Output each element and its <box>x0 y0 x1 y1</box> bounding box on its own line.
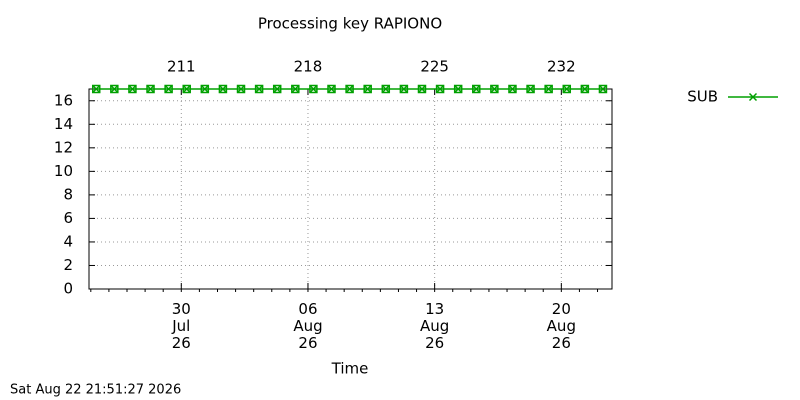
legend-label: SUB <box>687 88 718 106</box>
y-tick-label: 12 <box>54 138 73 156</box>
chart-title: Processing key RAPIONO <box>258 15 442 33</box>
point-marker <box>309 84 318 94</box>
plot-frame <box>88 88 613 290</box>
point-marker <box>254 84 264 94</box>
point-marker <box>236 84 246 94</box>
point-marker <box>544 84 553 94</box>
y-tick-label: 14 <box>54 115 73 133</box>
point-marker <box>327 84 336 94</box>
footer: Sat Aug 22 21:51:27 2026 <box>10 383 181 398</box>
point-marker <box>91 84 101 94</box>
point-marker <box>164 84 173 94</box>
point-marker <box>146 84 155 94</box>
x2-tick-label: 218 <box>294 58 323 76</box>
point-marker <box>508 84 517 94</box>
point-marker <box>562 84 572 94</box>
point-marker <box>472 84 481 94</box>
x2-tick-label: 225 <box>420 58 449 76</box>
x2-tick-label: 211 <box>167 58 196 76</box>
point-marker <box>291 84 300 94</box>
point-marker <box>453 84 463 94</box>
point-marker <box>435 84 445 94</box>
point-marker <box>218 84 228 94</box>
point-marker <box>345 84 354 94</box>
point-marker <box>128 84 137 94</box>
point-marker <box>580 84 590 94</box>
y-tick-label: 4 <box>63 232 73 250</box>
y-tick-label: 6 <box>63 209 73 227</box>
point-marker <box>363 84 372 94</box>
legend-marker <box>748 92 758 102</box>
y-tick-label: 10 <box>54 162 73 180</box>
point-marker <box>381 84 391 94</box>
x-tick-label: 30 Jul 26 <box>171 300 191 352</box>
y-tick-label: 8 <box>63 185 73 203</box>
x-axis-label: Time <box>331 360 369 378</box>
y-tick-label: 0 <box>63 280 73 298</box>
point-marker <box>200 84 210 94</box>
point-marker <box>182 84 191 94</box>
y-tick-label: 16 <box>54 91 73 109</box>
y-tick-label: 2 <box>63 256 73 274</box>
x-tick-label: 06 Aug 26 <box>293 300 322 352</box>
point-marker <box>598 84 608 94</box>
point-marker <box>526 84 535 94</box>
point-marker <box>490 84 499 94</box>
point-marker <box>272 84 282 94</box>
point-marker <box>110 84 119 94</box>
x-tick-label: 20 Aug 26 <box>547 300 576 352</box>
point-marker <box>417 84 427 94</box>
x2-tick-label: 232 <box>547 58 576 76</box>
x-tick-label: 13 Aug 26 <box>420 300 449 352</box>
point-marker <box>399 84 409 94</box>
